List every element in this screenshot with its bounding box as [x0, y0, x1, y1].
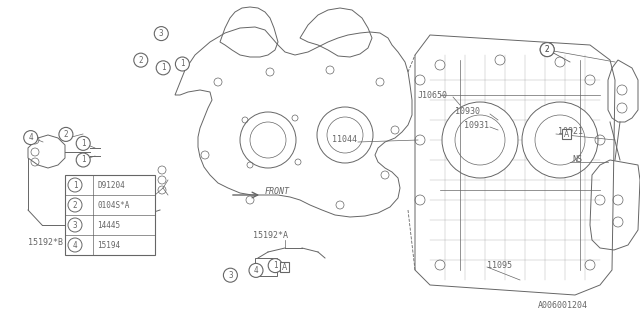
Text: 15192*A: 15192*A — [253, 231, 288, 240]
Circle shape — [540, 43, 554, 57]
Bar — [562, 129, 571, 140]
Text: 4: 4 — [73, 241, 77, 250]
Text: 0104S*A: 0104S*A — [97, 201, 129, 210]
Circle shape — [68, 218, 82, 232]
Text: 11095: 11095 — [487, 260, 512, 269]
Text: 10921: 10921 — [558, 127, 583, 137]
Bar — [280, 262, 289, 272]
Text: 2: 2 — [73, 201, 77, 210]
Text: NS: NS — [572, 156, 582, 164]
Text: 14445: 14445 — [97, 220, 120, 229]
Circle shape — [223, 268, 237, 282]
Circle shape — [268, 259, 282, 273]
Text: 2: 2 — [545, 45, 550, 54]
Text: 1: 1 — [73, 180, 77, 189]
Text: 10931: 10931 — [464, 121, 489, 130]
Text: 3: 3 — [73, 220, 77, 229]
Text: 4: 4 — [253, 266, 259, 275]
Text: 11044: 11044 — [332, 135, 357, 145]
Text: 1: 1 — [81, 139, 86, 148]
Circle shape — [442, 102, 518, 178]
Text: A: A — [564, 130, 569, 139]
Circle shape — [175, 57, 189, 71]
Circle shape — [540, 43, 554, 57]
Text: 2: 2 — [63, 130, 68, 139]
Bar — [255, 258, 277, 276]
Text: D91204: D91204 — [97, 180, 125, 189]
Circle shape — [24, 131, 38, 145]
Circle shape — [76, 153, 90, 167]
Circle shape — [249, 263, 263, 277]
Text: 1: 1 — [161, 63, 166, 72]
Text: J10650: J10650 — [418, 91, 448, 100]
Text: 1: 1 — [273, 261, 278, 270]
Text: A006001204: A006001204 — [538, 301, 588, 310]
Circle shape — [76, 136, 90, 150]
Bar — [65, 175, 155, 255]
Circle shape — [522, 102, 598, 178]
Text: 15192*B: 15192*B — [28, 238, 63, 247]
Text: 15194: 15194 — [97, 241, 120, 250]
Circle shape — [134, 53, 148, 67]
Text: 4: 4 — [28, 133, 33, 142]
Text: 1: 1 — [81, 156, 86, 164]
Text: 3: 3 — [159, 29, 164, 38]
Circle shape — [59, 127, 73, 141]
Text: 3: 3 — [228, 271, 233, 280]
Circle shape — [68, 198, 82, 212]
Circle shape — [68, 178, 82, 192]
Circle shape — [68, 238, 82, 252]
Text: A: A — [282, 263, 287, 272]
Circle shape — [156, 61, 170, 75]
Text: FRONT: FRONT — [265, 188, 290, 196]
Text: 2: 2 — [545, 45, 550, 54]
Text: 2: 2 — [138, 56, 143, 65]
Circle shape — [154, 27, 168, 41]
Text: 10930: 10930 — [455, 108, 480, 116]
Text: 1: 1 — [180, 60, 185, 68]
